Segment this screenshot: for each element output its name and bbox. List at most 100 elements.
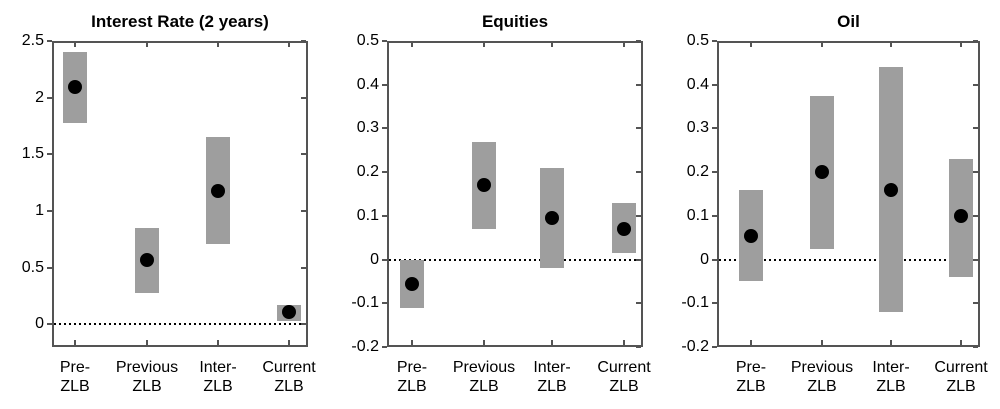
y-axis-tick-label: 1.5 <box>21 145 44 163</box>
median-dot <box>405 276 419 291</box>
y-axis-tick-label: 0.5 <box>21 258 44 276</box>
y-tick-mirror <box>973 83 978 86</box>
panel-title: Oil <box>837 12 860 31</box>
y-tick-mirror <box>636 258 641 261</box>
x-tick-mirror <box>750 43 752 47</box>
zero-line <box>719 258 978 261</box>
y-axis-tick-label: 0.3 <box>686 119 709 137</box>
y-tick-mirror <box>636 214 641 217</box>
x-tick-mirror <box>960 43 962 47</box>
x-tick <box>821 340 823 345</box>
y-axis-tick-label: 2 <box>35 88 44 106</box>
y-tick-mirror <box>636 302 641 305</box>
zero-line <box>389 258 641 261</box>
x-tick <box>74 340 76 345</box>
x-axis-category-line: Previous <box>452 359 516 376</box>
median-dot <box>617 221 631 236</box>
x-axis-category-line: Current <box>934 359 988 376</box>
y-tick-mirror <box>973 346 978 348</box>
x-tick <box>750 340 752 345</box>
y-axis-tick-label: 0 <box>700 250 709 268</box>
x-axis-category-line: ZLB <box>736 378 766 395</box>
y-tick-mirror <box>301 96 306 99</box>
median-dot <box>211 183 225 198</box>
x-axis-category-line: Inter- <box>533 359 571 376</box>
y-axis-tick-label: 0.3 <box>356 119 379 137</box>
x-tick-mirror <box>146 43 148 47</box>
panel-title: Equities <box>481 12 549 31</box>
y-axis-tick-label: -0.2 <box>351 338 379 355</box>
x-axis-category-label: Pre- ZLB <box>703 358 799 396</box>
y-tick-mirror <box>301 266 306 269</box>
y-tick <box>712 258 717 261</box>
y-axis-tick-label: 0.4 <box>686 75 709 93</box>
y-axis-tick-label: 0 <box>370 250 379 268</box>
y-tick-mirror <box>301 323 306 326</box>
x-axis-category-line: ZLB <box>469 378 499 395</box>
median-dot <box>282 304 296 319</box>
plot-area <box>712 40 980 348</box>
x-axis-category-line: ZLB <box>60 378 90 395</box>
y-tick-mirror <box>973 214 978 217</box>
y-tick <box>712 214 717 217</box>
zero-line <box>54 323 306 326</box>
x-tick-mirror <box>288 43 290 47</box>
y-tick <box>712 83 717 86</box>
y-tick-mirror <box>636 346 641 348</box>
panel-title: Interest Rate (2 years) <box>91 12 269 31</box>
x-tick <box>623 340 625 345</box>
y-tick <box>382 127 387 130</box>
y-tick-mirror <box>636 40 641 42</box>
x-axis-category-line: Pre- <box>735 359 767 376</box>
y-tick-mirror <box>973 127 978 130</box>
x-axis-category-line: ZLB <box>397 378 427 395</box>
y-axis-tick-label: -0.2 <box>681 338 709 355</box>
x-tick <box>551 340 553 345</box>
x-axis-category-label: Previous ZLB <box>436 358 532 396</box>
x-axis-category-label: Current ZLB <box>913 358 1000 396</box>
y-tick <box>382 346 387 348</box>
median-dot <box>815 165 829 180</box>
y-tick-mirror <box>636 127 641 130</box>
y-tick <box>712 346 717 348</box>
x-axis-category-line: Pre- <box>396 359 428 376</box>
x-axis-category-label: Inter- ZLB <box>843 358 939 396</box>
y-tick-mirror <box>973 302 978 305</box>
y-tick <box>712 127 717 130</box>
y-tick-mirror <box>973 40 978 42</box>
x-tick-mirror <box>74 43 76 47</box>
median-dot <box>477 178 491 193</box>
y-tick <box>47 266 52 269</box>
x-tick-mirror <box>551 43 553 47</box>
x-axis-category-line: Current <box>262 359 316 376</box>
y-axis-tick-label: 0 <box>35 315 44 333</box>
x-tick-mirror <box>623 43 625 47</box>
y-tick-mirror <box>636 83 641 86</box>
y-axis-tick-label: -0.1 <box>681 294 709 312</box>
x-tick <box>960 340 962 345</box>
x-axis-category-line: Current <box>597 359 651 376</box>
y-tick-mirror <box>636 171 641 174</box>
median-dot <box>954 208 968 223</box>
x-axis-category-line: ZLB <box>946 378 976 395</box>
x-axis-category-line: ZLB <box>807 378 837 395</box>
x-axis-category-label: Pre- ZLB <box>27 358 123 396</box>
x-tick-mirror <box>411 43 413 47</box>
x-axis-category-line: ZLB <box>537 378 567 395</box>
y-tick <box>47 96 52 99</box>
x-tick <box>217 340 219 345</box>
median-dot <box>744 228 758 243</box>
y-tick <box>47 210 52 212</box>
y-tick <box>47 323 52 326</box>
y-tick <box>382 171 387 174</box>
x-axis-category-line: ZLB <box>274 378 304 395</box>
x-axis-category-label: Current ZLB <box>576 358 672 396</box>
x-axis-category-line: ZLB <box>132 378 162 395</box>
y-tick-mirror <box>973 171 978 174</box>
y-tick <box>47 153 52 156</box>
x-axis-category-line: ZLB <box>609 378 639 395</box>
y-tick <box>712 171 717 174</box>
x-axis-category-label: Pre- ZLB <box>364 358 460 396</box>
x-tick-mirror <box>483 43 485 47</box>
x-tick-mirror <box>821 43 823 47</box>
